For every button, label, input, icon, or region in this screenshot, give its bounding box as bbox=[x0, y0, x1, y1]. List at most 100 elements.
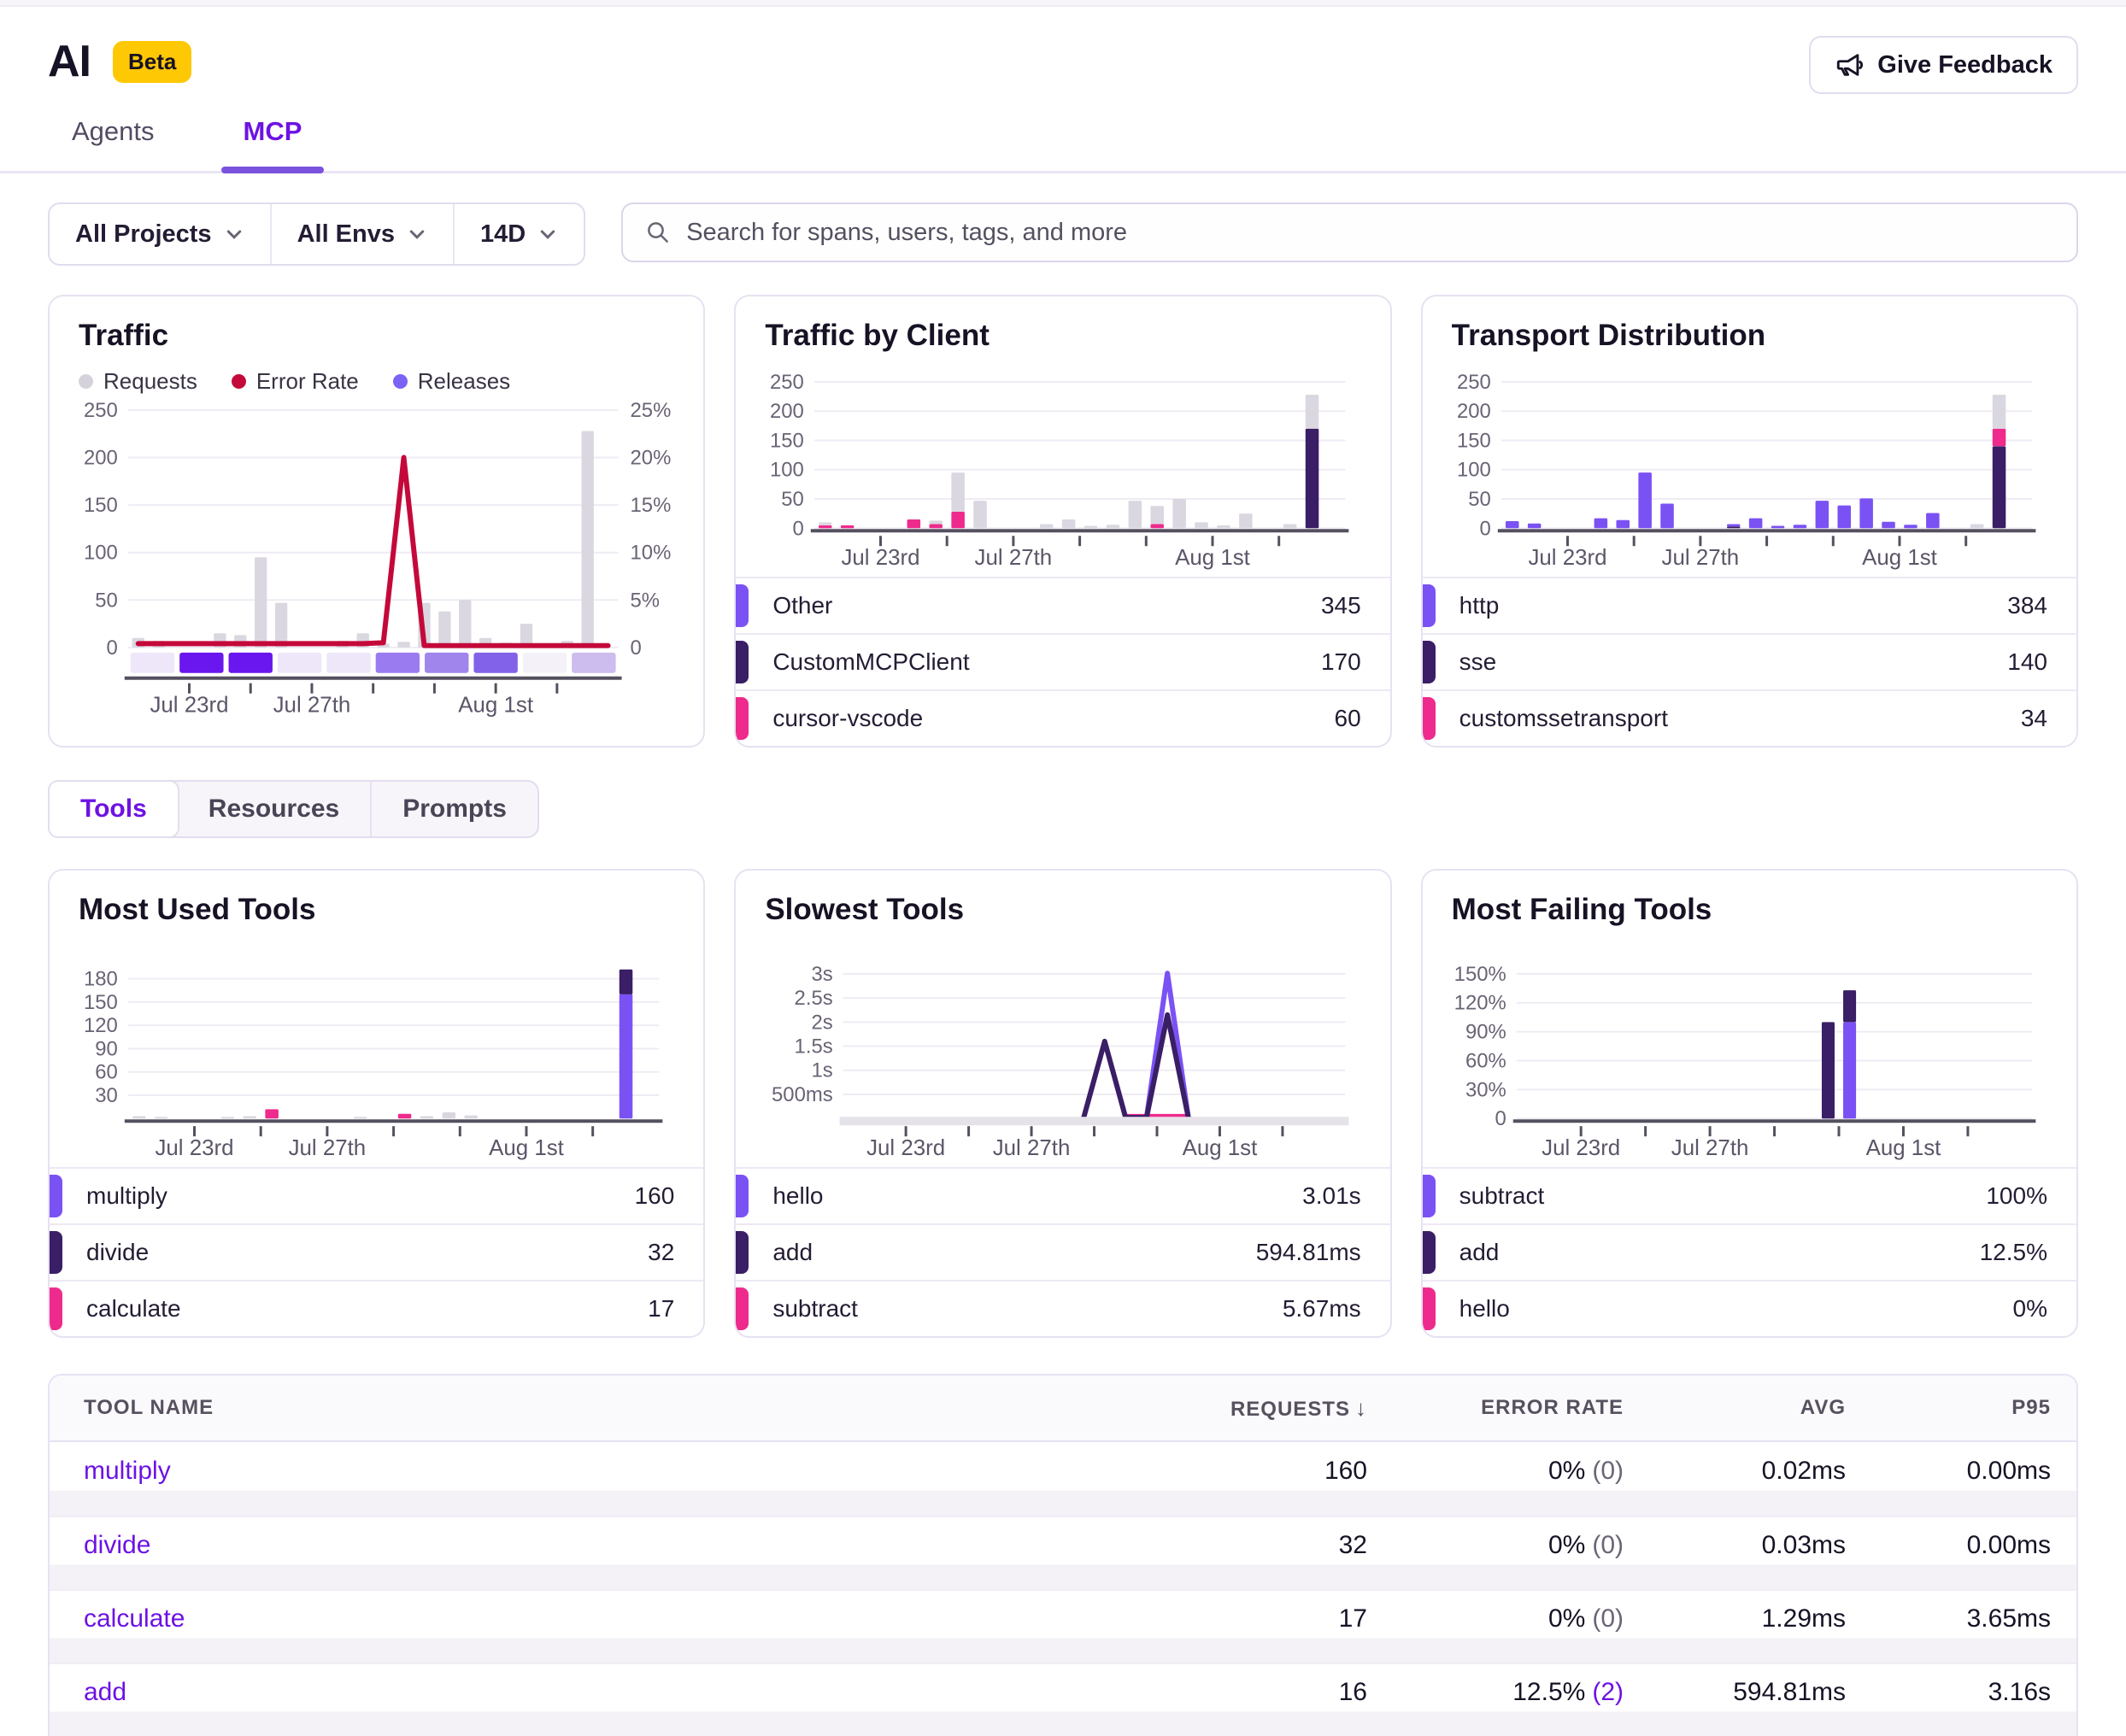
svg-text:250: 250 bbox=[1457, 371, 1491, 394]
svg-text:Aug 1st: Aug 1st bbox=[489, 1136, 564, 1160]
legend-value: 17 bbox=[648, 1295, 675, 1323]
svg-text:Jul 27th: Jul 27th bbox=[1661, 546, 1739, 570]
search-icon bbox=[648, 222, 669, 243]
tab-prompts[interactable]: Prompts bbox=[370, 782, 537, 837]
tool-link[interactable]: divide bbox=[84, 1531, 151, 1560]
svg-text:60%: 60% bbox=[1465, 1050, 1506, 1073]
legend-row[interactable]: http 384 bbox=[1422, 577, 2076, 633]
tool-link[interactable]: calculate bbox=[84, 1604, 185, 1633]
legend-row[interactable]: subtract 100% bbox=[1422, 1167, 2076, 1223]
traffic-card: Traffic Requests Error Rate Releases 0 0 50 5… bbox=[48, 295, 706, 748]
slowest-tools-legend: hello 3.01s add 594.81ms subtract 5.67ms bbox=[736, 1167, 1390, 1336]
svg-text:0: 0 bbox=[793, 517, 804, 540]
column-header-requests[interactable]: Requests ↓ bbox=[1230, 1394, 1367, 1421]
svg-text:90: 90 bbox=[95, 1038, 118, 1061]
legend-row[interactable]: add 12.5% bbox=[1422, 1223, 2076, 1280]
svg-text:200: 200 bbox=[770, 400, 804, 423]
most-failing-tools-card: Most Failing Tools 0 30% 60% 90% 120% 150% Jul… bbox=[1420, 869, 2078, 1339]
svg-text:15%: 15% bbox=[631, 494, 672, 517]
svg-text:Aug 1st: Aug 1st bbox=[1865, 1136, 1941, 1160]
project-filter[interactable]: All Projects bbox=[50, 204, 272, 264]
legend-value: 140 bbox=[2007, 648, 2047, 676]
legend-row[interactable]: hello 3.01s bbox=[736, 1167, 1390, 1223]
legend-dot-icon bbox=[231, 374, 246, 389]
legend-dot-item[interactable]: Releases bbox=[392, 368, 510, 395]
requests-value: 32 bbox=[1338, 1531, 1367, 1560]
transport-distribution-card: Transport Distribution 0 50 100 150 200 250 Ju… bbox=[1420, 295, 2078, 748]
mcp-section-tabs: Tools Resources Prompts bbox=[48, 780, 539, 839]
search-box[interactable] bbox=[621, 202, 2078, 262]
traffic-by-client-card: Traffic by Client 0 50 100 150 200 250 Jul 23r… bbox=[734, 295, 1392, 748]
legend-row[interactable]: calculate 17 bbox=[50, 1280, 704, 1336]
most-failing-tools-title: Most Failing Tools bbox=[1451, 893, 1712, 927]
svg-text:Jul 27th: Jul 27th bbox=[289, 1136, 367, 1160]
transport-distribution-title: Transport Distribution bbox=[1451, 319, 1766, 352]
sort-desc-icon: ↓ bbox=[1355, 1394, 1367, 1421]
legend-value: 160 bbox=[634, 1182, 675, 1210]
svg-text:2s: 2s bbox=[812, 1011, 833, 1034]
legend-row[interactable]: hello 0% bbox=[1422, 1280, 2076, 1336]
legend-label: customssetransport bbox=[1459, 705, 1668, 732]
legend-row[interactable]: sse 140 bbox=[1422, 633, 2076, 689]
column-header-avg[interactable]: Avg bbox=[1800, 1396, 1846, 1420]
legend-swatch bbox=[50, 1175, 62, 1218]
svg-text:200: 200 bbox=[1457, 400, 1491, 423]
legend-swatch bbox=[736, 697, 749, 741]
p95-value: 3.16s bbox=[1988, 1678, 2051, 1707]
legend-row[interactable]: CustomMCPClient 170 bbox=[736, 633, 1390, 689]
most-used-tools-card: Most Used Tools 30 60 90 120 150 180 Jul 23rd J… bbox=[48, 869, 706, 1339]
legend-row[interactable]: cursor-vscode 60 bbox=[736, 689, 1390, 746]
beta-badge: Beta bbox=[113, 40, 192, 83]
slowest-tools-title: Slowest Tools bbox=[765, 893, 965, 927]
search-input[interactable] bbox=[686, 218, 2054, 247]
legend-swatch bbox=[1422, 1287, 1436, 1331]
tool-link[interactable]: multiply bbox=[84, 1457, 171, 1486]
legend-label: cursor-vscode bbox=[772, 705, 924, 732]
svg-text:30%: 30% bbox=[1465, 1078, 1506, 1101]
project-filter-value: All Projects bbox=[75, 220, 212, 248]
svg-text:Jul 23rd: Jul 23rd bbox=[866, 1136, 945, 1160]
svg-text:150: 150 bbox=[1457, 429, 1491, 452]
tab-mcp[interactable]: MCP bbox=[220, 116, 325, 173]
column-header-error-rate[interactable]: Error Rate bbox=[1481, 1396, 1624, 1420]
page-header: AI Beta Give Feedback bbox=[0, 7, 2126, 94]
legend-dot-item[interactable]: Error Rate bbox=[231, 368, 359, 395]
legend-row[interactable]: Other 345 bbox=[736, 577, 1390, 633]
date-range-filter[interactable]: 14D bbox=[455, 204, 584, 264]
avg-value: 594.81ms bbox=[1733, 1678, 1846, 1707]
tab-agents[interactable]: Agents bbox=[72, 116, 155, 146]
legend-dot-item[interactable]: Requests bbox=[79, 368, 197, 395]
svg-text:0: 0 bbox=[1495, 1107, 1506, 1130]
traffic-by-client-legend: Other 345 CustomMCPClient 170 cursor-vscode 6… bbox=[736, 577, 1390, 746]
legend-label: subtract bbox=[772, 1295, 858, 1323]
legend-value: 594.81ms bbox=[1255, 1239, 1361, 1266]
table-row: divide 32 0% (0) 0.03ms 0.00ms bbox=[50, 1516, 2076, 1590]
most-used-tools-legend: multiply 160 divide 32 calculate 17 bbox=[50, 1167, 704, 1336]
legend-value: 60 bbox=[1334, 705, 1361, 732]
svg-text:10%: 10% bbox=[631, 542, 672, 565]
legend-swatch bbox=[1422, 584, 1436, 628]
column-header-p95[interactable]: P95 bbox=[2011, 1396, 2051, 1420]
give-feedback-button[interactable]: Give Feedback bbox=[1809, 36, 2078, 94]
tab-tools[interactable]: Tools bbox=[48, 780, 179, 839]
traffic-chart: 0 0 50 5% 100 10% 150 15% 200 20% 250 25% Jul 23rd Ju… bbox=[84, 399, 672, 718]
svg-text:Aug 1st: Aug 1st bbox=[1175, 546, 1250, 570]
avg-value: 1.29ms bbox=[1761, 1604, 1846, 1633]
legend-value: 100% bbox=[1986, 1182, 2047, 1210]
legend-row[interactable]: multiply 160 bbox=[50, 1167, 704, 1223]
chevron-down-icon bbox=[409, 230, 425, 239]
legend-swatch bbox=[50, 1287, 62, 1331]
traffic-by-client-chart: 0 50 100 150 200 250 Jul 23rd Jul 27th Aug 1st bbox=[770, 371, 1349, 570]
tab-resources[interactable]: Resources bbox=[208, 795, 340, 824]
table-row: multiply 160 0% (0) 0.02ms 0.00ms bbox=[50, 1442, 2076, 1516]
svg-text:50: 50 bbox=[782, 488, 805, 511]
legend-row[interactable]: divide 32 bbox=[50, 1223, 704, 1280]
legend-label: http bbox=[1459, 592, 1500, 619]
environment-filter[interactable]: All Envs bbox=[272, 204, 455, 264]
legend-row[interactable]: customssetransport 34 bbox=[1422, 689, 2076, 746]
megaphone-icon bbox=[1835, 50, 1864, 79]
legend-row[interactable]: add 594.81ms bbox=[736, 1223, 1390, 1280]
column-header-tool-name: Tool Name bbox=[84, 1396, 214, 1420]
tool-link[interactable]: add bbox=[84, 1678, 127, 1707]
legend-row[interactable]: subtract 5.67ms bbox=[736, 1280, 1390, 1336]
